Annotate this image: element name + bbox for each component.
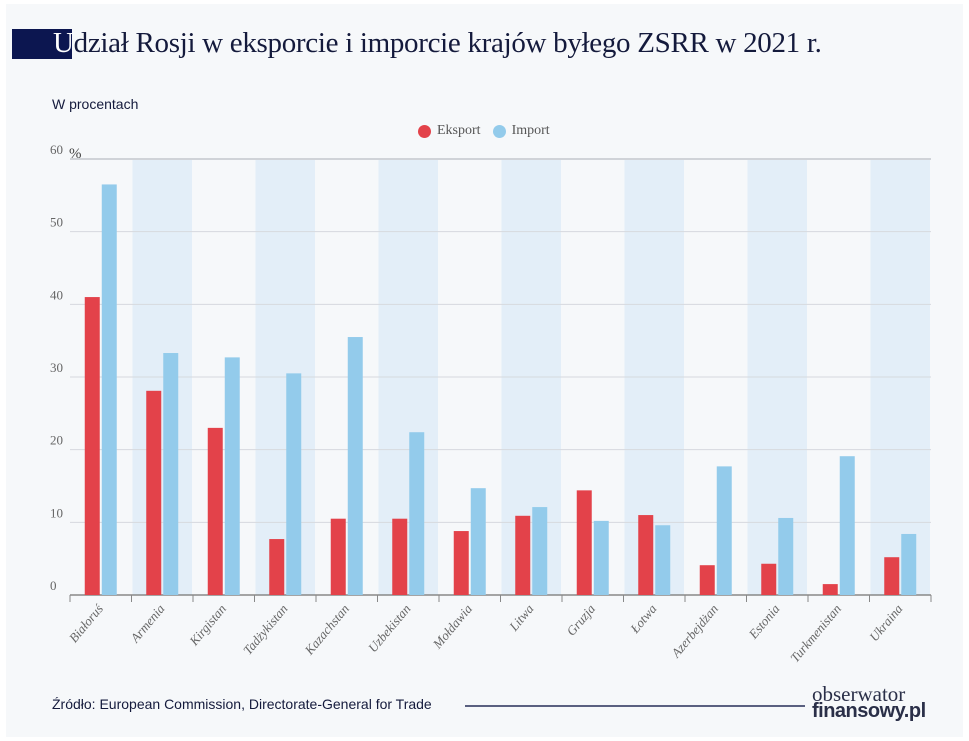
x-tick-label: Mołdawia	[429, 601, 475, 652]
bar-export	[884, 557, 900, 595]
bar-import	[716, 466, 732, 595]
x-tick-label: Kirgistan	[186, 601, 229, 649]
bar-import	[778, 517, 794, 595]
source-divider	[465, 705, 805, 707]
y-tick-label: 20	[50, 433, 63, 448]
bar-export	[392, 518, 408, 595]
bar-export	[699, 565, 715, 595]
bar-export	[269, 539, 285, 595]
x-tick-label: Estonia	[745, 601, 783, 642]
bar-export	[761, 563, 777, 595]
y-tick-label: 30	[50, 360, 63, 375]
bar-import	[409, 432, 425, 595]
bar-import	[224, 357, 240, 595]
x-tick-label: Łotwa	[627, 601, 660, 637]
legend-export-marker	[418, 124, 431, 138]
source-note: Źródło: European Commission, Directorate…	[52, 696, 432, 712]
bar-export	[207, 427, 223, 595]
bar-export	[146, 390, 162, 595]
x-tick-label: Uzbekistan	[365, 601, 414, 655]
bar-import	[470, 488, 486, 595]
y-tick-label: 60	[50, 142, 63, 157]
bar-import	[901, 533, 917, 595]
bar-export	[453, 531, 469, 595]
y-tick-label: 0	[50, 578, 57, 593]
bar-export	[822, 584, 838, 595]
x-tick-label: Ukraina	[866, 601, 906, 644]
chart-subtitle: W procentach	[52, 96, 139, 112]
y-tick-label: 50	[50, 215, 63, 230]
bar-export	[330, 518, 346, 595]
legend-import-marker	[492, 124, 506, 138]
bar-import	[286, 373, 302, 595]
x-tick-label: Kazachstan	[301, 601, 352, 658]
y-tick-label: 10	[50, 505, 63, 520]
bar-export	[638, 515, 654, 595]
y-unit-label: %	[69, 146, 82, 162]
title-accent-box	[12, 29, 72, 59]
chart-title: Udział Rosji w eksporcie i imporcie kraj…	[53, 27, 822, 60]
x-tick-label: Azerbejdżan	[668, 601, 721, 661]
logo: obserwator finansowy.pl	[812, 682, 926, 722]
y-tick-label: 40	[50, 287, 63, 302]
legend-import-label: Import	[511, 123, 550, 138]
bar-export	[515, 515, 531, 595]
x-tick-label: Gruzja	[563, 601, 598, 639]
title-text: dział Rosji w eksporcie i imporcie krajó…	[73, 27, 822, 59]
legend: Eksport Import	[418, 123, 550, 139]
bar-import	[347, 337, 363, 595]
bar-import	[593, 520, 609, 595]
logo-line1: obserwator	[812, 682, 906, 706]
x-tick-label: Białoruś	[66, 601, 107, 646]
legend-export-label: Eksport	[437, 123, 481, 138]
x-tick-label: Armenia	[127, 601, 168, 646]
logo-line2: finansowy.pl	[812, 700, 926, 722]
bar-import	[839, 456, 855, 595]
x-tick-label: Litwa	[505, 601, 536, 634]
bar-import	[163, 353, 179, 595]
bar-import	[101, 184, 117, 595]
bar-import	[655, 525, 671, 595]
x-tick-label: Turkmenistan	[787, 601, 844, 665]
title-first-letter: U	[53, 27, 74, 59]
x-tick-label: Tadżykistan	[240, 601, 291, 657]
bar-export	[576, 490, 592, 595]
bar-export	[84, 297, 100, 595]
bar-import	[532, 507, 548, 595]
